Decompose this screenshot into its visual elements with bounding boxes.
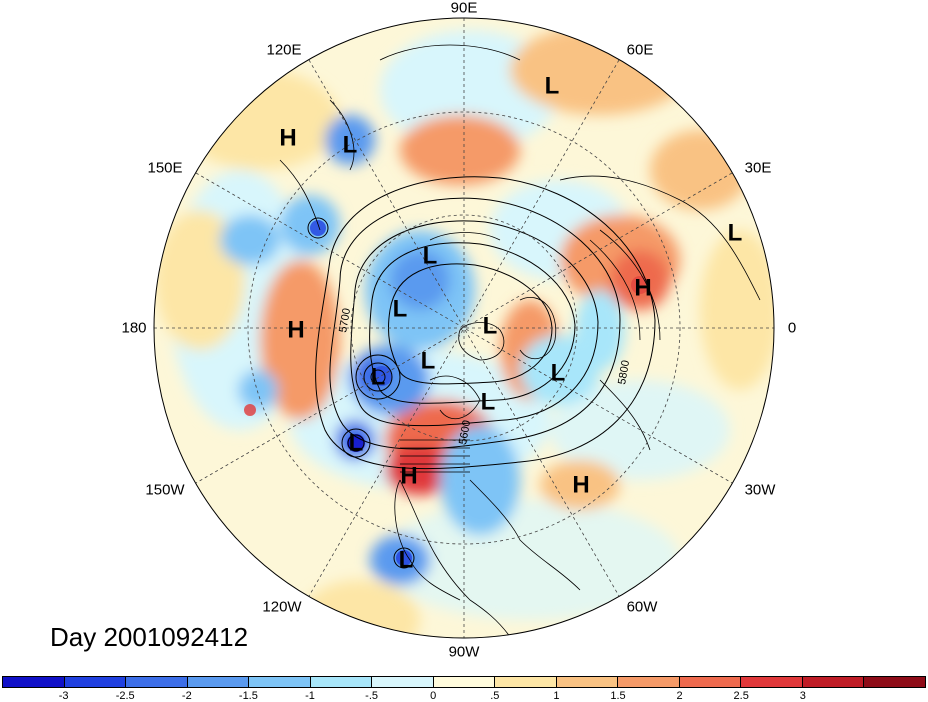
colorbar [2,676,926,688]
pressure-center-l: L [349,430,364,457]
meridian-label-180: 180 [121,319,147,337]
colorbar-tick-label: 0 [430,690,437,702]
colorbar-cell [618,677,680,687]
meridian-label-90e: 90E [450,0,478,17]
colorbar-cell [249,677,311,687]
meridian-label-30e: 30E [744,159,772,177]
pressure-center-h: H [572,472,589,499]
pressure-center-l: L [371,364,386,391]
pressure-center-l: L [545,73,560,100]
colorbar-tick-label: -2.5 [115,690,135,702]
pressure-center-h: H [287,317,304,344]
colorbar-cell [556,677,619,687]
colorbar-tick-label: 2.5 [733,690,749,702]
colorbar-tick-label: -.5 [365,690,379,702]
contour-label-5700: 5700 [337,307,353,333]
colorbar-cell [741,677,803,687]
pressure-centers: H L L L L H L H L L L L L L H H L [279,73,742,574]
colorbar-cell [864,677,925,687]
colorbar-tick-label: -2 [181,690,192,702]
colorbar-cell [679,677,742,687]
colorbar-tick-label: -1.5 [238,690,258,702]
pressure-center-l: L [423,243,438,270]
coastlines [279,44,761,638]
pressure-center-l: L [481,389,496,416]
colorbar-cell [310,677,373,687]
colorbar-tick-label: .5 [490,690,500,702]
pressure-center-l: L [728,220,743,247]
colorbar-cell [372,677,434,687]
meridian-label-60e: 60E [626,41,654,59]
meridian-label-90w: 90W [448,643,480,661]
graticule [154,18,774,638]
pressure-center-h: H [634,275,651,302]
colorbar-cell [126,677,188,687]
meridian-label-150e: 150E [147,159,183,177]
contour-label-5600: 5600 [457,419,473,445]
pressure-center-l: L [399,547,414,574]
meridian-label-150w: 150W [145,481,185,499]
pressure-center-l: L [483,313,498,340]
colorbar-cell [433,677,496,687]
meridian-label-0: 0 [787,319,797,337]
colorbar-tick-label: -3 [58,690,69,702]
colorbar-cell [187,677,250,687]
contour-label-5800: 5800 [616,359,632,385]
colorbar-cell [3,677,65,687]
colorbar-tick-label: 1.5 [610,690,626,702]
pressure-center-l: L [393,296,408,323]
pressure-center-h: H [400,463,417,490]
meridian-label-120w: 120W [262,598,302,616]
colorbar-tick-label: 1 [553,690,560,702]
anomaly-cores [244,220,649,566]
colorbar-cell [64,677,127,687]
height-contours [307,176,661,569]
meridian-label-120e: 120E [266,41,302,59]
day-label: Day 2001092412 [50,622,249,652]
pressure-center-l: L [551,360,566,387]
map-boundary [153,17,775,639]
colorbar-tick-label: 2 [676,690,683,702]
colorbar-tick-label: -1 [305,690,315,702]
colorbar-cell [495,677,557,687]
pressure-center-l: L [343,132,358,159]
pressure-center-h: H [279,125,296,152]
meridian-label-30w: 30W [744,481,776,499]
pressure-center-l: L [421,348,436,375]
meridian-label-60w: 60W [626,598,658,616]
colorbar-tick-label: 3 [799,690,806,702]
colorbar-cell [802,677,865,687]
